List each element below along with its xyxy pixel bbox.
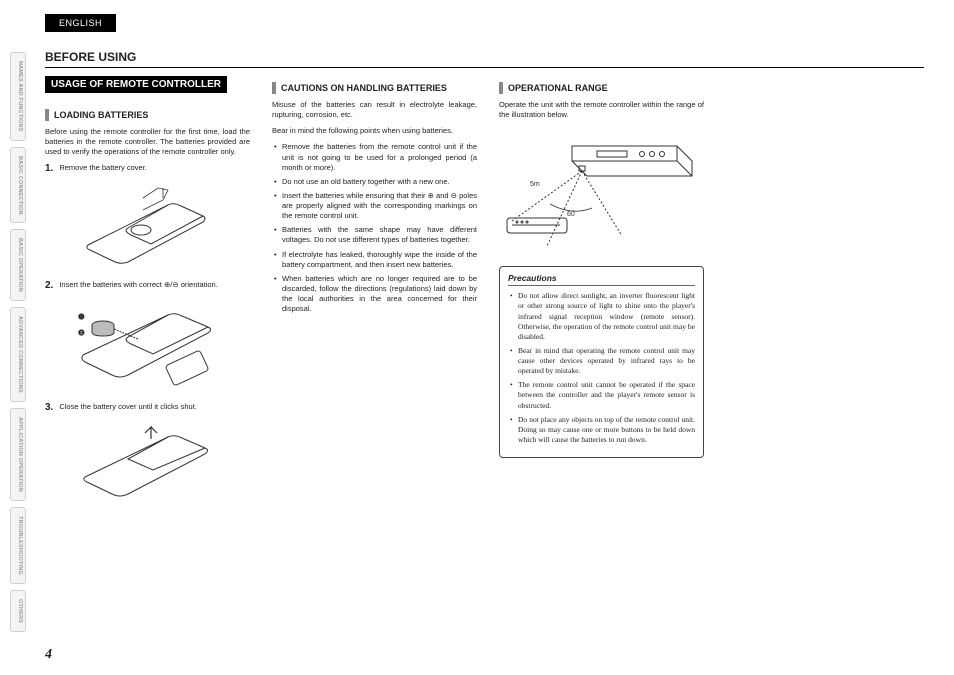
caution-item: Do not use an old battery together with … <box>272 177 477 187</box>
precaution-item: Do not place any objects on top of the r… <box>508 415 695 445</box>
side-nav-tabs: NAMES AND FUNCTIONS BASIC CONNECTION BAS… <box>10 52 26 632</box>
side-tab[interactable]: APPLICATION OPERATION <box>10 408 26 501</box>
cautions-list: Remove the batteries from the remote con… <box>272 142 477 314</box>
remote-cover-illustration <box>73 180 223 270</box>
cautions-intro-1: Misuse of the batteries can result in el… <box>272 100 477 120</box>
step-text: Close the battery cover until it clicks … <box>59 402 250 413</box>
side-tab[interactable]: ADVANCED CONNECTIONS <box>10 307 26 402</box>
precautions-title: Precautions <box>508 273 695 286</box>
side-tab[interactable]: OTHERS <box>10 590 26 632</box>
step-number: 3. <box>45 402 53 413</box>
angle-label: 60 <box>567 211 575 218</box>
intro-text: Before using the remote controller for t… <box>45 127 250 157</box>
step-3: 3. Close the battery cover until it clic… <box>45 402 250 413</box>
insert-batteries-illustration: ⊕ ⊖ <box>68 297 228 392</box>
precautions-box: Precautions Do not allow direct sunlight… <box>499 266 704 458</box>
language-tab: ENGLISH <box>45 14 116 32</box>
side-tab[interactable]: TROUBLESHOOTING <box>10 507 26 584</box>
step-number: 2. <box>45 280 53 291</box>
cautions-heading: CAUTIONS ON HANDLING BATTERIES <box>272 82 477 94</box>
operational-range-illustration: 5m 60 <box>502 126 702 256</box>
column-3: OPERATIONAL RANGE Operate the unit with … <box>499 76 704 514</box>
close-cover-illustration <box>73 419 223 504</box>
side-tab[interactable]: NAMES AND FUNCTIONS <box>10 52 26 141</box>
step-text: Remove the battery cover. <box>59 163 250 174</box>
step-1: 1. Remove the battery cover. <box>45 163 250 174</box>
precaution-item: Do not allow direct sunlight, an inverte… <box>508 291 695 342</box>
side-tab[interactable]: BASIC OPERATION <box>10 229 26 301</box>
loading-batteries-heading: LOADING BATTERIES <box>45 109 250 121</box>
caution-item: Remove the batteries from the remote con… <box>272 142 477 172</box>
step-text: Insert the batteries with correct ⊕/⊖ or… <box>59 280 250 291</box>
usage-heading: USAGE OF REMOTE CONTROLLER <box>45 76 227 93</box>
step-number: 1. <box>45 163 53 174</box>
column-2: CAUTIONS ON HANDLING BATTERIES Misuse of… <box>272 76 477 514</box>
caution-item: Insert the batteries while ensuring that… <box>272 191 477 221</box>
distance-label: 5m <box>530 181 540 188</box>
caution-item: If electrolyte has leaked, thoroughly wi… <box>272 250 477 270</box>
range-intro: Operate the unit with the remote control… <box>499 100 704 120</box>
svg-text:⊕: ⊕ <box>78 312 85 321</box>
page-number: 4 <box>45 647 52 663</box>
section-title: BEFORE USING <box>45 50 924 68</box>
operational-range-heading: OPERATIONAL RANGE <box>499 82 704 94</box>
precaution-item: Bear in mind that operating the remote c… <box>508 346 695 376</box>
svg-text:⊖: ⊖ <box>78 328 85 337</box>
precautions-list: Do not allow direct sunlight, an inverte… <box>508 291 695 445</box>
precaution-item: The remote control unit cannot be operat… <box>508 380 695 410</box>
cautions-intro-2: Bear in mind the following points when u… <box>272 126 477 136</box>
page-content: BEFORE USING USAGE OF REMOTE CONTROLLER … <box>45 50 924 645</box>
side-tab[interactable]: BASIC CONNECTION <box>10 147 26 224</box>
column-1: USAGE OF REMOTE CONTROLLER LOADING BATTE… <box>45 76 250 514</box>
caution-item: When batteries which are no longer requi… <box>272 274 477 315</box>
caution-item: Batteries with the same shape may have d… <box>272 225 477 245</box>
step-2: 2. Insert the batteries with correct ⊕/⊖… <box>45 280 250 291</box>
